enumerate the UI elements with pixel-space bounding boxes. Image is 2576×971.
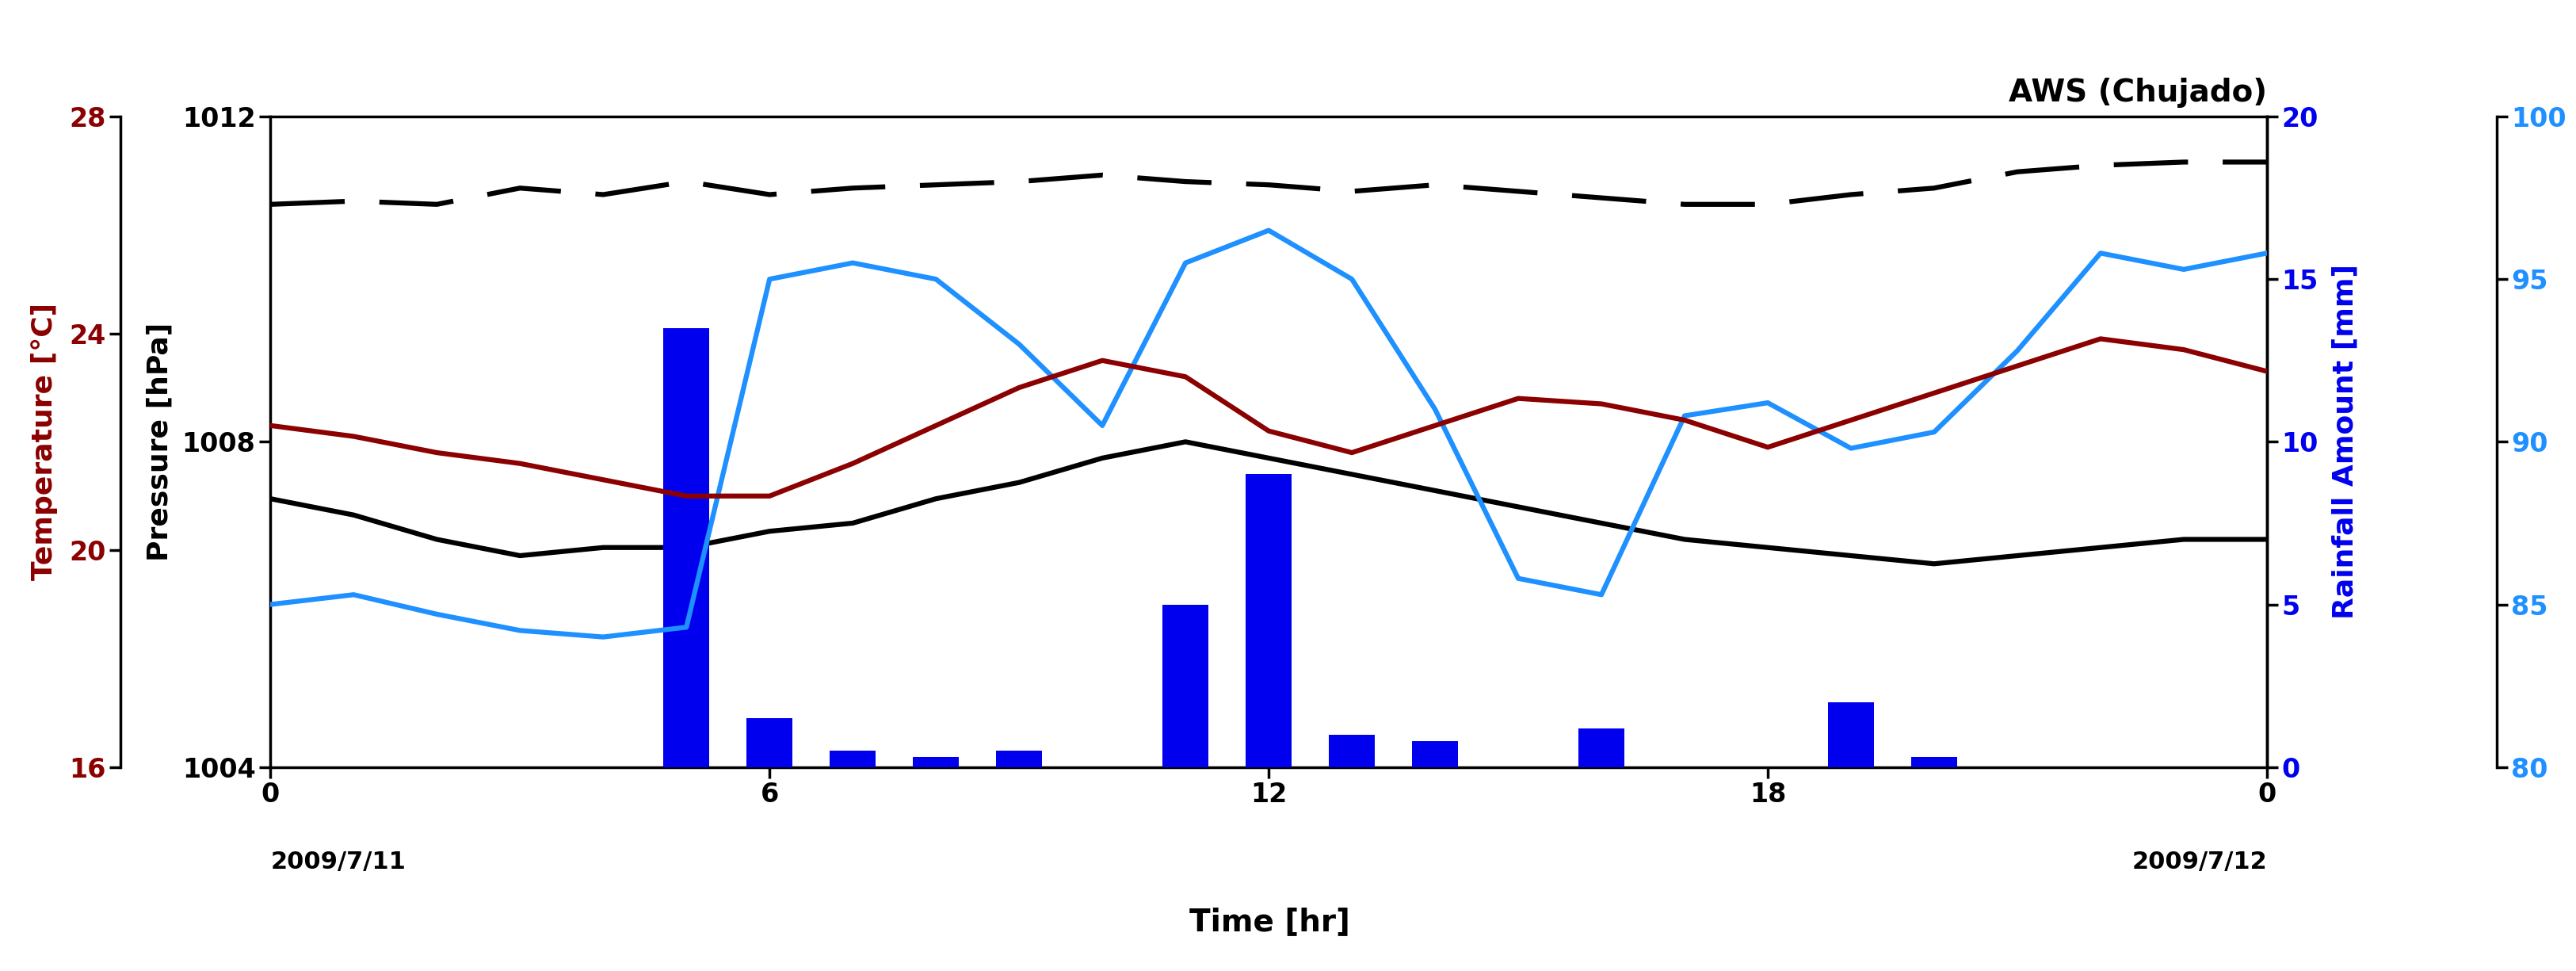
Bar: [997, 751, 1043, 767]
Bar: [1579, 728, 1625, 767]
Bar: [1329, 734, 1376, 767]
Bar: [1162, 604, 1208, 767]
Text: AWS (Chujado): AWS (Chujado): [2009, 78, 2267, 108]
Bar: [665, 328, 708, 767]
Y-axis label: Temperature [°C]: Temperature [°C]: [31, 303, 59, 581]
Bar: [747, 719, 793, 767]
Bar: [829, 751, 876, 767]
Y-axis label: Rainfall Amount [mm]: Rainfall Amount [mm]: [2331, 264, 2360, 619]
Bar: [912, 757, 958, 767]
Text: 2009/7/12: 2009/7/12: [2130, 851, 2267, 874]
Bar: [1911, 757, 1958, 767]
Bar: [1412, 741, 1458, 767]
Bar: [1829, 702, 1873, 767]
Text: Time [hr]: Time [hr]: [1190, 907, 1350, 937]
Bar: [1247, 474, 1291, 767]
Text: 2009/7/11: 2009/7/11: [270, 851, 407, 874]
Y-axis label: Pressure [hPa]: Pressure [hPa]: [147, 322, 173, 561]
